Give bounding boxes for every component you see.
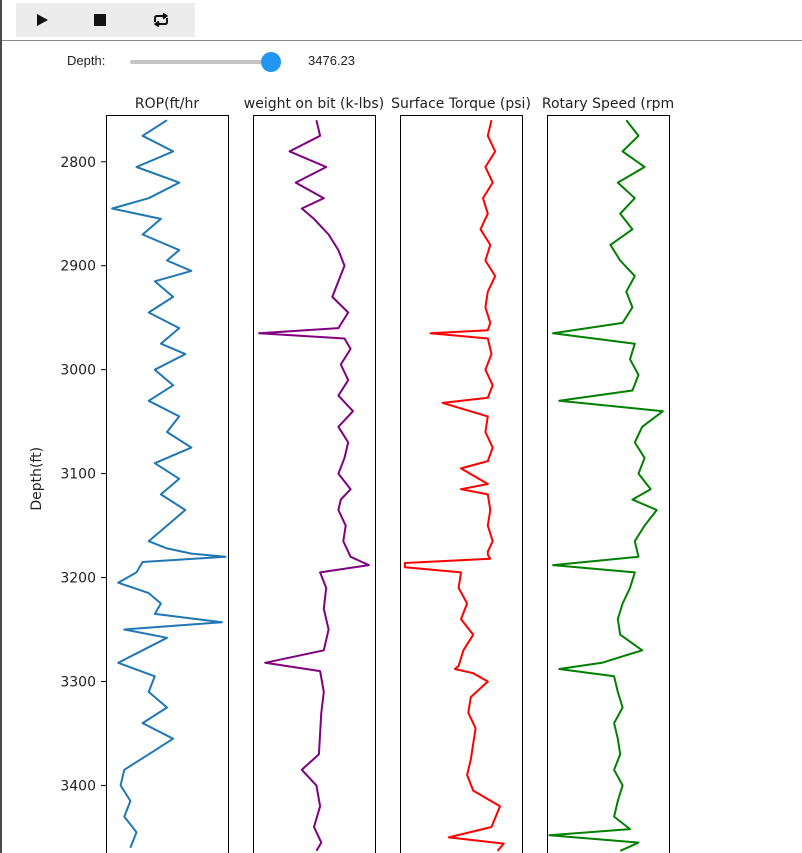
- y-tick-label: 2900: [60, 259, 96, 275]
- y-tick-label: 3400: [60, 778, 96, 794]
- stop-icon: [94, 14, 106, 26]
- loop-button[interactable]: [135, 3, 187, 37]
- panel-title: Rotary Speed (rpm: [542, 96, 674, 112]
- play-icon: [37, 14, 48, 26]
- depth-slider-label: Depth:: [67, 53, 106, 68]
- series-line: [258, 119, 370, 852]
- play-button[interactable]: [16, 3, 68, 37]
- loop-icon: [153, 13, 169, 27]
- y-axis-label: Depth(ft): [29, 447, 45, 511]
- depth-slider-handle[interactable]: [261, 52, 281, 72]
- y-tick-label: 3200: [60, 571, 96, 587]
- panel-title: weight on bit (k-lbs): [244, 96, 384, 112]
- series-line: [111, 119, 227, 849]
- panel-frame: [547, 115, 670, 853]
- left-gutter: [0, 0, 2, 853]
- y-tick-label: 3100: [60, 467, 96, 483]
- toolbar-divider: [2, 40, 802, 41]
- animation-toolbar: [16, 3, 195, 37]
- y-tick-label: 2800: [60, 155, 96, 171]
- panel-frame: [253, 115, 376, 853]
- y-tick-label: 3000: [60, 363, 96, 379]
- series-line: [548, 119, 664, 852]
- panel-title: Surface Torque (psi): [391, 96, 531, 112]
- depth-slider-track[interactable]: [130, 60, 280, 64]
- y-tick-label: 3300: [60, 674, 96, 690]
- panel-frame: [400, 115, 523, 853]
- panel-title: ROP(ft/hr: [135, 96, 199, 112]
- panel-frame: [106, 115, 229, 853]
- stop-button[interactable]: [74, 3, 126, 37]
- depth-slider-value: 3476.23: [308, 53, 355, 68]
- series-line: [403, 119, 505, 852]
